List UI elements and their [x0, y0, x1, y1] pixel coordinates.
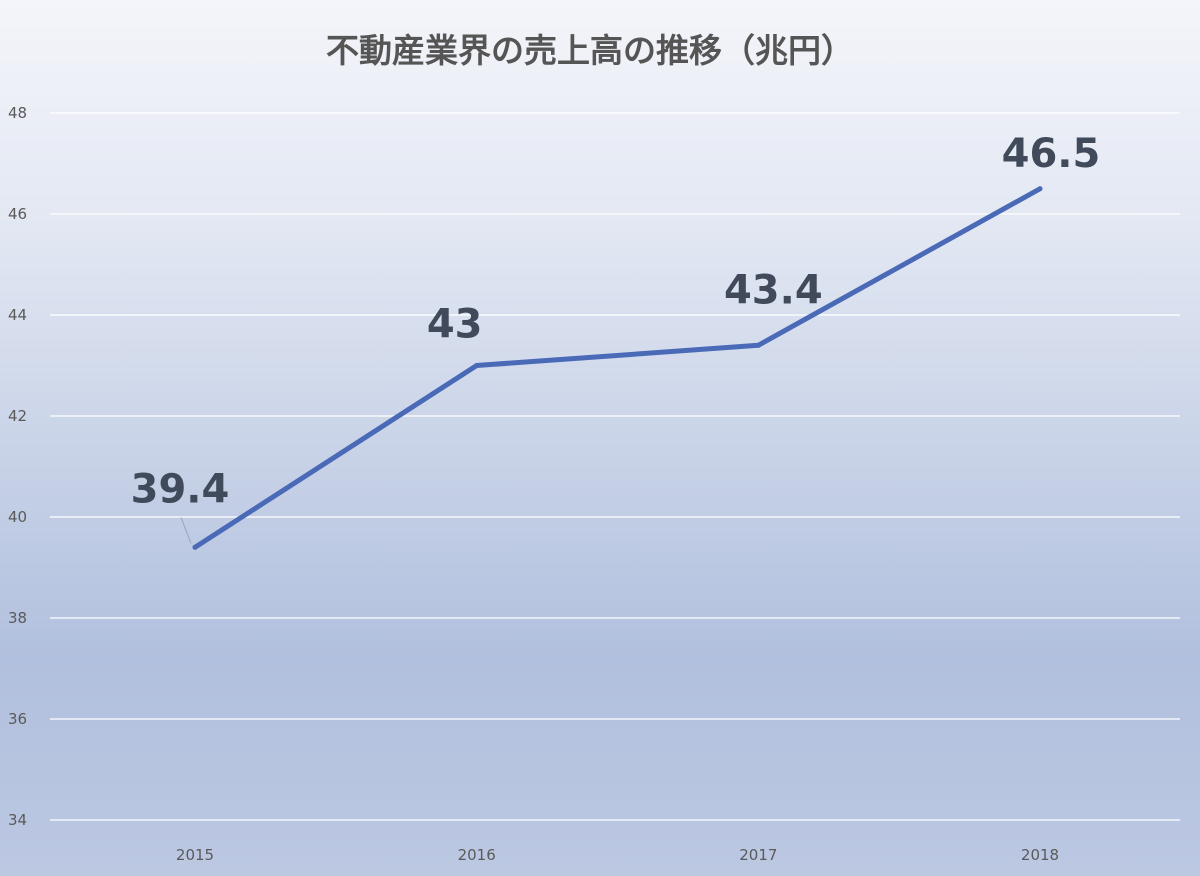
- x-tick-label: 2015: [176, 846, 214, 864]
- data-point: [192, 544, 198, 550]
- y-tick-label: 34: [8, 811, 27, 829]
- data-point: [474, 363, 480, 368]
- x-tick-label: 2017: [739, 846, 777, 864]
- leader-line: [180, 517, 192, 544]
- x-tick-label: 2016: [458, 846, 496, 864]
- y-tick-label: 42: [8, 407, 27, 425]
- data-label: 43.4: [724, 267, 823, 313]
- y-tick-label: 48: [8, 104, 27, 122]
- series-group: [192, 186, 1043, 550]
- series-line: [192, 186, 1043, 550]
- y-tick-label: 46: [8, 205, 27, 223]
- data-labels: 39.4 43 43.4 46.5: [131, 131, 1101, 544]
- y-tick-label: 36: [8, 710, 27, 728]
- data-point: [755, 342, 761, 348]
- y-axis-ticks: 34 36 38 40 42 44 46 48: [8, 104, 27, 829]
- data-label: 43: [427, 302, 483, 348]
- x-axis-ticks: 2015 2016 2017 2018: [176, 846, 1059, 864]
- data-label: 46.5: [1002, 131, 1101, 177]
- x-tick-label: 2018: [1021, 846, 1059, 864]
- chart-title: 不動産業界の売上高の推移（兆円）: [326, 31, 854, 70]
- y-tick-label: 40: [8, 508, 27, 526]
- data-label: 39.4: [131, 466, 230, 512]
- y-tick-label: 44: [8, 306, 27, 324]
- data-point: [1037, 186, 1043, 192]
- y-tick-label: 38: [8, 609, 27, 627]
